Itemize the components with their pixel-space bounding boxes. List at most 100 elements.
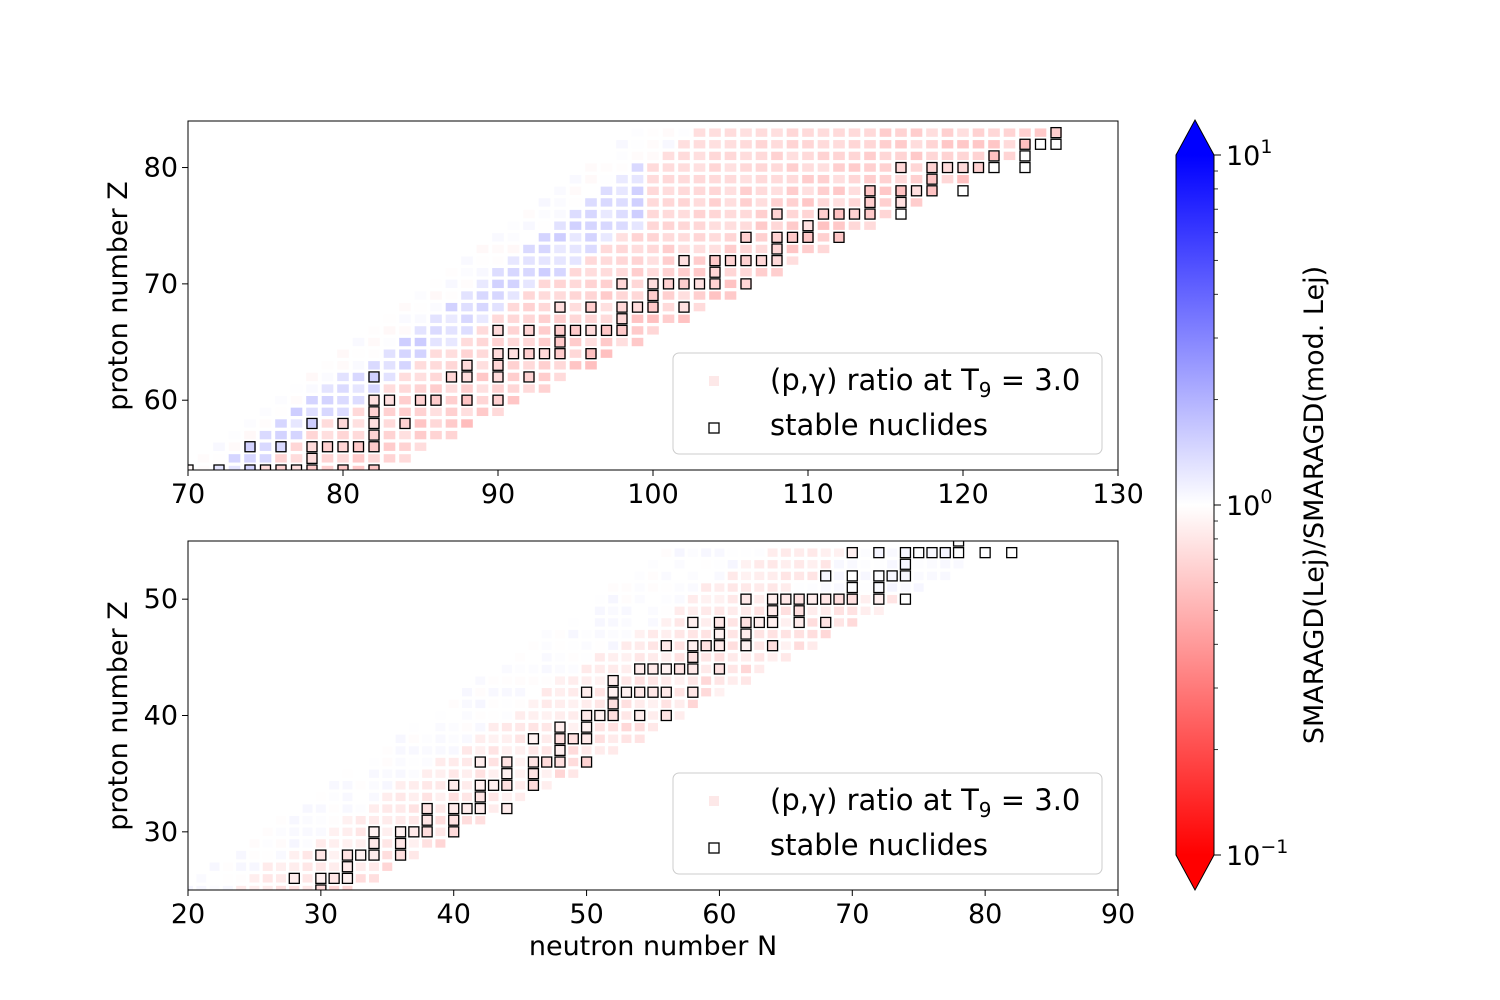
heatmap-cell [568, 618, 579, 627]
heatmap-cell [767, 583, 778, 592]
heatmap-cell [780, 641, 791, 650]
heatmap-cell [476, 372, 489, 382]
heatmap-cell [581, 757, 592, 767]
heatmap-cell [555, 699, 565, 709]
heatmap-cell [594, 618, 605, 627]
heatmap-cell [608, 734, 619, 743]
heatmap-cell [408, 850, 419, 860]
heatmap-cell [1003, 151, 1016, 161]
heatmap-cell [594, 746, 605, 755]
heatmap-cell [927, 548, 937, 557]
heatmap-cell [569, 233, 582, 242]
heatmap-cell [780, 583, 791, 592]
heatmap-cell [709, 256, 721, 265]
heatmap-cell [476, 407, 489, 417]
stable-nuclide-marker [771, 231, 783, 243]
heatmap-cell [368, 361, 380, 370]
heatmap-cell [817, 140, 830, 149]
heatmap-cell [834, 548, 844, 557]
stable-nuclide-marker [740, 593, 752, 605]
heatmap-cell [594, 688, 605, 697]
heatmap-cell [342, 781, 353, 790]
heatmap-cell [678, 233, 690, 242]
heatmap-cell [329, 874, 340, 883]
stable-nuclide-marker [527, 756, 540, 768]
heatmap-cell [755, 174, 768, 184]
heatmap-cell [541, 664, 552, 674]
heatmap-cell [399, 326, 411, 335]
heatmap-cell [767, 571, 778, 581]
stable-nuclide-marker [802, 231, 814, 243]
heatmap-cell [860, 548, 871, 557]
heatmap-cell [382, 757, 393, 767]
heatmap-cell [833, 163, 845, 172]
heatmap-cell [647, 268, 659, 277]
heatmap-cell [767, 641, 778, 650]
heatmap-cell [714, 594, 725, 604]
heatmap-cell [755, 140, 768, 149]
heatmap-cell [709, 174, 721, 184]
stable-nuclide-marker [421, 826, 433, 838]
heatmap-cell [352, 465, 365, 470]
heatmap-cell [276, 885, 286, 890]
stable-nuclide-marker [899, 593, 912, 605]
stable-nuclide-marker [662, 278, 675, 290]
stable-nuclide-marker [527, 733, 540, 745]
stable-nuclide-marker [306, 464, 318, 470]
heatmap-cell [368, 349, 380, 358]
heatmap-cell [395, 816, 406, 825]
heatmap-cell [634, 722, 645, 732]
heatmap-cell [414, 384, 427, 393]
heatmap-cell [302, 862, 313, 871]
heatmap-cell [515, 676, 526, 685]
heatmap-cell [714, 548, 725, 557]
heatmap-cell [501, 699, 512, 709]
heatmap-cell [966, 548, 977, 557]
heatmap-cell [864, 198, 876, 207]
x-tick-label: 130 [1092, 479, 1144, 510]
heatmap-cell [910, 140, 923, 149]
heatmap-cell [661, 618, 672, 627]
heatmap-cell [727, 676, 738, 685]
heatmap-cell [585, 209, 597, 219]
stable-nuclide-marker [585, 348, 597, 360]
stable-nuclide-marker [713, 640, 726, 652]
stable-nuclide-marker [501, 802, 513, 815]
heatmap-cell [662, 291, 675, 300]
heatmap-cell [714, 618, 725, 627]
heatmap-cell [727, 618, 738, 627]
heatmap-cell [608, 664, 619, 674]
heatmap-cell [674, 641, 685, 650]
heatmap-cell [910, 128, 923, 137]
stable-nuclide-marker [585, 301, 597, 313]
heatmap-cell [289, 862, 300, 871]
heatmap-cell [631, 221, 644, 230]
heatmap-cell [430, 326, 442, 335]
stable-nuclide-marker [634, 663, 646, 675]
heatmap-cell [476, 244, 489, 254]
heatmap-cell [585, 302, 597, 312]
heatmap-cell [709, 186, 721, 195]
heatmap-cell [408, 781, 419, 790]
stable-nuclide-marker [244, 441, 256, 453]
heatmap-cell [674, 699, 685, 709]
heatmap-cell [647, 151, 659, 161]
heatmap-cell [647, 279, 659, 289]
stable-nuclide-marker [554, 721, 566, 733]
heatmap-cell [368, 454, 380, 463]
heatmap-cell [430, 407, 442, 417]
x-tick-label: 90 [481, 479, 515, 510]
heatmap-cell [634, 571, 645, 581]
heatmap-cell [430, 361, 442, 370]
heatmap-cell [555, 653, 565, 662]
stable-nuclide-marker [315, 849, 327, 861]
heatmap-cell [724, 279, 737, 289]
heatmap-cell [621, 676, 632, 685]
x-tick-label: 90 [1101, 899, 1135, 930]
heatmap-cell [541, 688, 552, 697]
heatmap-cell [693, 140, 706, 149]
heatmap-cell [188, 885, 193, 890]
stable-nuclide-marker [448, 814, 460, 826]
heatmap-cell [382, 746, 393, 755]
